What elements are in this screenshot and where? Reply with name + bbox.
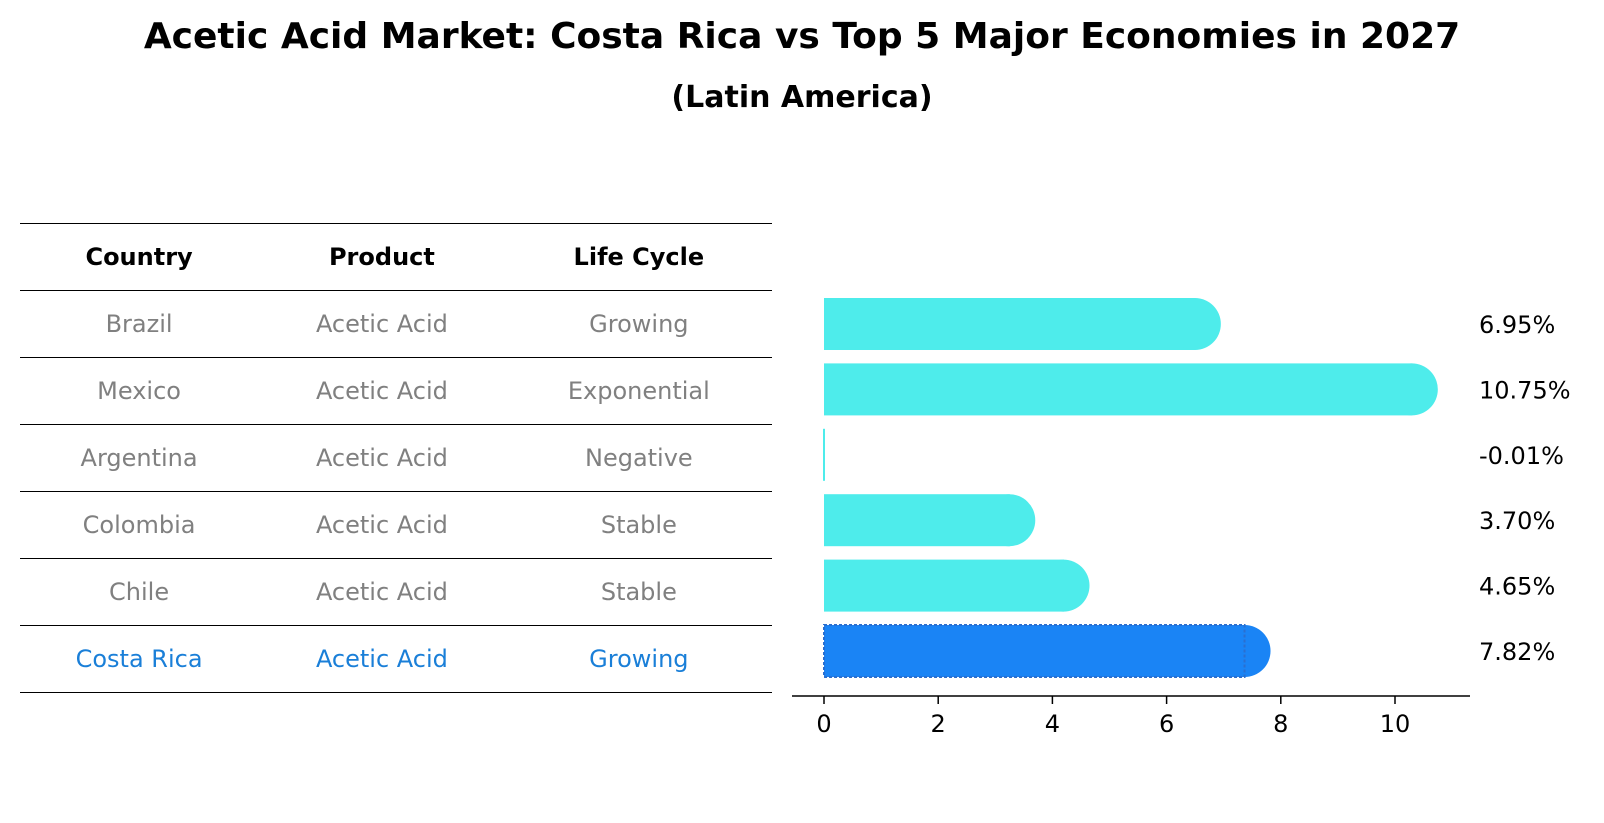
bar bbox=[824, 298, 1196, 350]
table-row: Colombia Acetic Acid Stable bbox=[20, 491, 772, 559]
cell-country: Argentina bbox=[20, 424, 259, 492]
value-label: 10.75% bbox=[1479, 376, 1571, 404]
x-tick-label: 6 bbox=[1159, 710, 1174, 738]
bar-cap bbox=[983, 494, 1036, 547]
chart-title: Acetic Acid Market: Costa Rica vs Top 5 … bbox=[143, 16, 1461, 57]
table-row: Brazil Acetic Acid Growing bbox=[20, 290, 772, 358]
table-row: Argentina Acetic Acid Negative bbox=[20, 424, 772, 492]
data-table: Country Product Life Cycle Brazil Acetic… bbox=[20, 223, 772, 693]
x-tick-label: 2 bbox=[931, 710, 946, 738]
value-label: 6.95% bbox=[1479, 311, 1555, 339]
cell-product: Acetic Acid bbox=[258, 424, 506, 492]
bar bbox=[824, 363, 1413, 416]
column-header-country: Country bbox=[20, 223, 259, 291]
cell-product: Acetic Acid bbox=[258, 625, 506, 693]
bar bbox=[824, 559, 1065, 612]
table-header-row: Country Product Life Cycle bbox=[20, 223, 772, 291]
cell-product: Acetic Acid bbox=[258, 357, 506, 425]
value-label: -0.01% bbox=[1479, 442, 1564, 470]
cell-country: Mexico bbox=[20, 357, 259, 425]
value-label: 7.82% bbox=[1479, 638, 1555, 666]
cell-life-cycle: Growing bbox=[505, 625, 772, 693]
cell-product: Acetic Acid bbox=[258, 491, 506, 559]
cell-country: Brazil bbox=[20, 290, 259, 358]
column-header-life-cycle: Life Cycle bbox=[505, 223, 772, 291]
table-row: Mexico Acetic Acid Exponential bbox=[20, 357, 772, 425]
bar bbox=[824, 625, 1246, 677]
table-row: Chile Acetic Acid Stable bbox=[20, 558, 772, 626]
cell-country: Chile bbox=[20, 558, 259, 626]
cell-life-cycle: Negative bbox=[505, 424, 772, 492]
cell-country: Costa Rica bbox=[20, 625, 259, 693]
cell-life-cycle: Stable bbox=[505, 558, 772, 626]
cell-life-cycle: Growing bbox=[505, 290, 772, 358]
x-tick-label: 10 bbox=[1380, 710, 1411, 738]
cell-product: Acetic Acid bbox=[258, 558, 506, 626]
cell-country: Colombia bbox=[20, 491, 259, 559]
cell-life-cycle: Stable bbox=[505, 491, 772, 559]
bar-outline bbox=[823, 624, 1246, 678]
column-header-product: Product bbox=[258, 223, 506, 291]
bar bbox=[824, 494, 1010, 547]
table-row-highlighted: Costa Rica Acetic Acid Growing bbox=[20, 625, 772, 693]
chart-subtitle: (Latin America) bbox=[671, 80, 933, 115]
x-tick-label: 8 bbox=[1273, 710, 1288, 738]
value-label: 4.65% bbox=[1479, 573, 1555, 601]
bar-cap bbox=[1168, 298, 1221, 350]
cell-life-cycle: Exponential bbox=[505, 357, 772, 425]
x-tick-label: 4 bbox=[1045, 710, 1060, 738]
bar-cap bbox=[1385, 363, 1438, 416]
x-tick-label: 0 bbox=[816, 710, 831, 738]
value-label: 3.70% bbox=[1479, 507, 1555, 535]
bar-cap bbox=[1037, 559, 1090, 612]
cell-product: Acetic Acid bbox=[258, 290, 506, 358]
